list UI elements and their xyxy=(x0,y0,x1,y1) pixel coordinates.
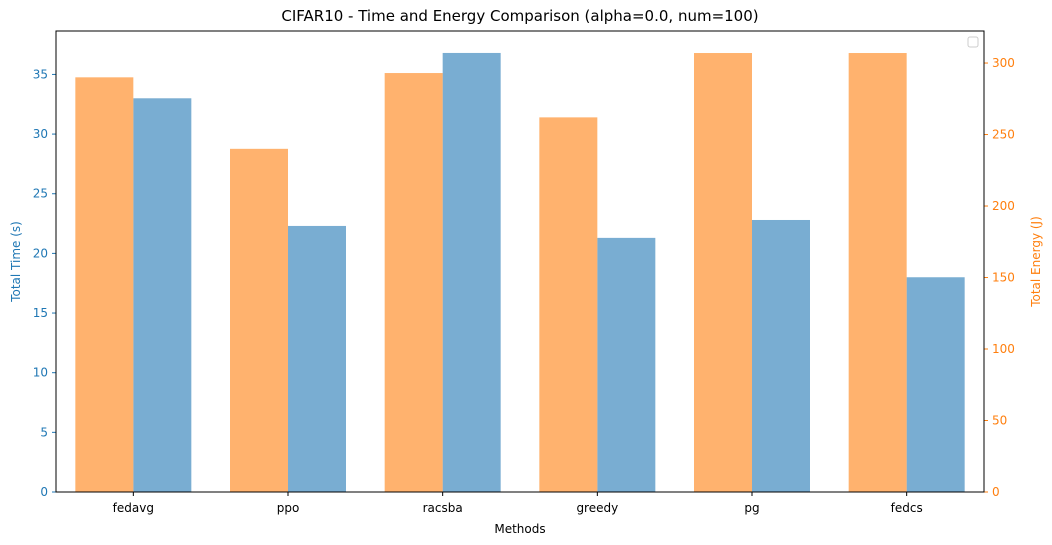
right-tick-label: 50 xyxy=(992,414,1007,428)
left-tick-label: 10 xyxy=(33,366,48,380)
left-tick-label: 20 xyxy=(33,246,48,260)
right-tick-label: 150 xyxy=(992,271,1015,285)
x-tick-label: greedy xyxy=(576,501,618,515)
x-tick-label: ppo xyxy=(277,501,300,515)
right-axis-ticks: 0 50 100 150 200 250 300 xyxy=(984,56,1015,499)
time-bar-racsba xyxy=(442,52,501,492)
energy-bar-fedcs xyxy=(848,53,907,492)
energy-bar-ppo xyxy=(230,148,288,492)
left-tick-label: 0 xyxy=(40,485,48,499)
plot-frame xyxy=(55,30,985,493)
time-bar-fedavg xyxy=(133,98,192,492)
time-bar-fedcs xyxy=(906,277,965,492)
chart-title: CIFAR10 - Time and Energy Comparison (al… xyxy=(281,7,758,25)
left-tick-label: 30 xyxy=(33,127,48,141)
right-tick-label: 200 xyxy=(992,199,1015,213)
energy-bar-racsba xyxy=(384,73,443,492)
x-tick-label: pg xyxy=(744,501,759,515)
left-tick-label: 5 xyxy=(40,425,48,439)
time-bar-ppo xyxy=(288,225,346,492)
time-bars xyxy=(133,52,965,492)
x-tick-label: fedcs xyxy=(891,501,923,515)
left-tick-label: 15 xyxy=(33,306,48,320)
right-tick-label: 100 xyxy=(992,342,1015,356)
energy-bar-pg xyxy=(694,53,752,492)
right-tick-label: 0 xyxy=(992,485,1000,499)
time-bar-greedy xyxy=(597,237,656,492)
left-tick-label: 35 xyxy=(33,67,48,81)
right-tick-label: 250 xyxy=(992,128,1015,142)
x-tick-label: racsba xyxy=(423,501,463,515)
left-axis-label: Total Time (s) xyxy=(9,221,23,303)
energy-bar-greedy xyxy=(539,117,598,493)
right-axis-label: Total Energy (J) xyxy=(1029,216,1043,308)
x-tick-label: fedavg xyxy=(113,501,154,515)
x-axis-ticks: fedavg ppo racsba greedy pg fedcs xyxy=(113,492,923,515)
x-axis-label: Methods xyxy=(494,522,545,536)
energy-bar-fedavg xyxy=(75,77,134,492)
legend-box xyxy=(967,36,979,48)
left-tick-label: 25 xyxy=(33,187,48,201)
energy-bars xyxy=(75,53,907,493)
right-tick-label: 300 xyxy=(992,56,1015,70)
left-axis-ticks: 0 5 10 15 20 25 30 35 xyxy=(33,67,56,499)
time-bar-pg xyxy=(752,219,810,492)
